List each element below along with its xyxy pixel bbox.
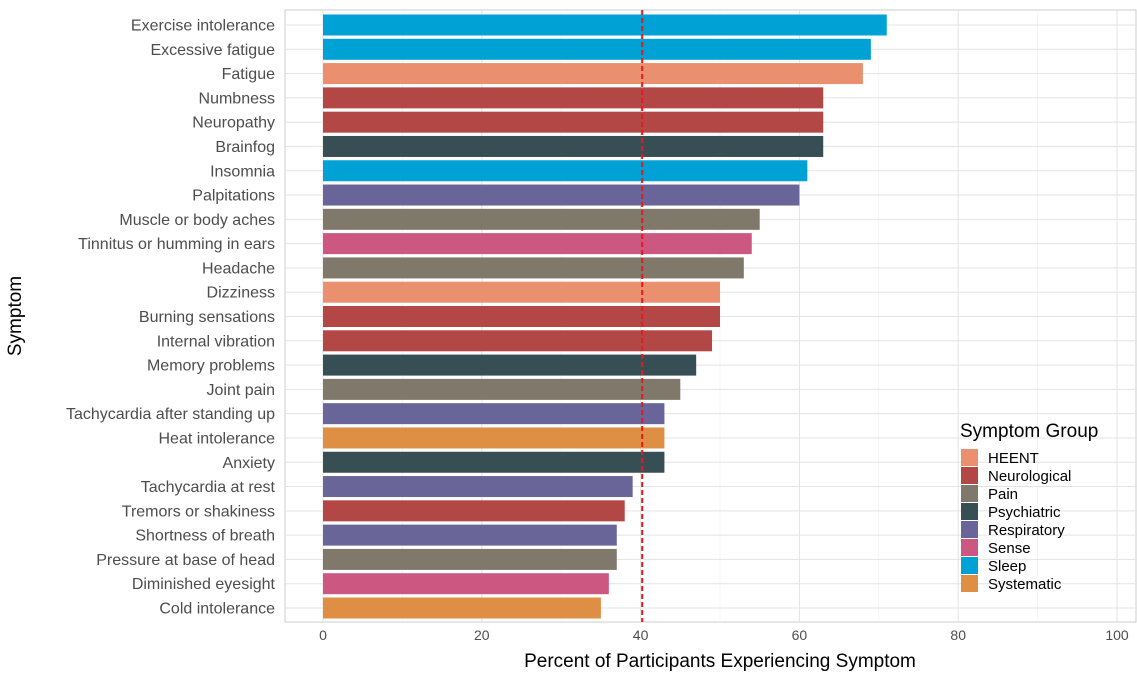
bar bbox=[323, 160, 808, 182]
bar bbox=[323, 135, 824, 157]
x-axis-title: Percent of Participants Experiencing Sym… bbox=[524, 651, 916, 672]
y-tick-label: Tachycardia after standing up bbox=[66, 406, 275, 423]
legend-label: Sleep bbox=[988, 558, 1026, 575]
y-tick-label: Heat intolerance bbox=[158, 430, 275, 447]
legend-label: Systematic bbox=[988, 576, 1062, 593]
bar bbox=[323, 87, 824, 109]
bar bbox=[323, 427, 665, 449]
bar bbox=[323, 451, 665, 473]
bar bbox=[323, 330, 713, 352]
y-tick-label: Burning sensations bbox=[139, 309, 275, 326]
y-tick-label: Diminished eyesight bbox=[132, 576, 276, 593]
legend-label: Sense bbox=[988, 540, 1031, 557]
y-tick-label: Tinnitus or humming in ears bbox=[78, 236, 275, 253]
bar bbox=[323, 38, 871, 60]
bar bbox=[323, 233, 752, 255]
x-tick-label: 60 bbox=[792, 627, 808, 643]
x-tick-label: 20 bbox=[474, 627, 490, 643]
bar bbox=[323, 524, 617, 546]
bar bbox=[323, 573, 609, 595]
y-tick-label: Internal vibration bbox=[157, 333, 275, 350]
y-tick-label: Insomnia bbox=[210, 163, 275, 180]
bar bbox=[323, 14, 887, 36]
legend-label: Psychiatric bbox=[988, 504, 1061, 521]
x-tick-label: 40 bbox=[633, 627, 649, 643]
legend-swatch bbox=[961, 503, 978, 520]
y-tick-label: Pressure at base of head bbox=[96, 552, 275, 569]
y-tick-label: Headache bbox=[202, 260, 275, 277]
y-tick-label: Memory problems bbox=[147, 358, 275, 375]
bar bbox=[323, 354, 697, 376]
legend: Symptom Group HEENTNeurologicalPainPsych… bbox=[960, 421, 1098, 593]
y-tick-label: Fatigue bbox=[222, 66, 275, 83]
bar bbox=[323, 184, 800, 206]
legend-label: Respiratory bbox=[988, 522, 1065, 539]
bar bbox=[323, 63, 863, 85]
y-tick-label: Tremors or shakiness bbox=[122, 503, 275, 520]
legend-swatch bbox=[961, 467, 978, 484]
y-tick-label: Cold intolerance bbox=[159, 601, 275, 618]
legend-swatch bbox=[961, 485, 978, 502]
bar bbox=[323, 208, 760, 230]
y-tick-label: Excessive fatigue bbox=[150, 42, 275, 59]
x-tick-label: 0 bbox=[319, 627, 327, 643]
bar bbox=[323, 500, 625, 522]
y-tick-label: Exercise intolerance bbox=[131, 18, 275, 35]
bars bbox=[323, 14, 887, 619]
legend-swatch bbox=[961, 575, 978, 592]
legend-label: Neurological bbox=[988, 468, 1071, 485]
legend-label: HEENT bbox=[988, 450, 1039, 467]
y-tick-label: Shortness of breath bbox=[135, 528, 275, 545]
y-tick-label: Brainfog bbox=[215, 139, 275, 156]
bar bbox=[323, 111, 824, 133]
x-tick-labels: 0 20 40 60 80 100 bbox=[319, 627, 1129, 643]
bar bbox=[323, 306, 720, 327]
bar bbox=[323, 257, 744, 279]
bar bbox=[323, 403, 665, 425]
legend-swatch bbox=[961, 449, 978, 466]
y-tick-label: Neuropathy bbox=[192, 115, 275, 132]
y-tick-label: Palpitations bbox=[192, 188, 275, 205]
y-tick-label: Dizziness bbox=[207, 285, 275, 302]
x-tick-label: 100 bbox=[1105, 627, 1129, 643]
legend-label: Pain bbox=[988, 486, 1018, 503]
legend-swatch bbox=[961, 557, 978, 574]
bar bbox=[323, 597, 601, 619]
legend-swatch bbox=[961, 539, 978, 556]
bar bbox=[323, 548, 617, 570]
bar bbox=[323, 378, 681, 400]
y-tick-label: Muscle or body aches bbox=[119, 212, 275, 229]
y-tick-label: Joint pain bbox=[207, 382, 276, 399]
y-tick-label: Tachycardia at rest bbox=[141, 479, 276, 496]
legend-title: Symptom Group bbox=[960, 421, 1098, 442]
y-tick-label: Numbness bbox=[199, 90, 275, 107]
y-tick-labels: Exercise intolerance Excessive fatigue Fat… bbox=[66, 18, 276, 618]
y-axis-title: Symptom bbox=[5, 276, 26, 356]
bar bbox=[323, 281, 720, 303]
x-tick-label: 80 bbox=[950, 627, 966, 643]
legend-swatch bbox=[961, 521, 978, 538]
y-tick-label: Anxiety bbox=[223, 455, 275, 472]
bar bbox=[323, 476, 633, 498]
